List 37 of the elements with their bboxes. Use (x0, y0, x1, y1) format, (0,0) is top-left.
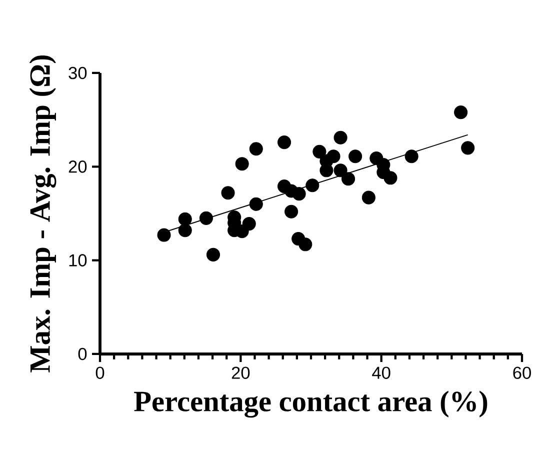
point (206, 248, 220, 262)
point (157, 228, 171, 242)
point (334, 130, 348, 144)
point (235, 157, 249, 171)
point (326, 150, 340, 164)
point (362, 190, 376, 204)
point (320, 164, 334, 178)
y-tick-label: 0 (78, 348, 87, 360)
point (461, 141, 475, 155)
point (249, 197, 263, 211)
point (292, 187, 306, 201)
point (341, 172, 356, 186)
point (178, 224, 192, 238)
x-tick-label: 60 (513, 366, 531, 379)
x-tick-label: 20 (232, 366, 250, 379)
point (348, 150, 362, 164)
point (199, 211, 213, 225)
y-axis-title: Max. Imp - Avg. Imp (Ω) (29, 55, 56, 372)
point (384, 171, 398, 185)
point (334, 164, 348, 178)
point (454, 106, 468, 120)
point (221, 186, 235, 200)
point (284, 204, 298, 218)
point (404, 150, 418, 164)
point (312, 144, 326, 158)
y-tick-label: 10 (69, 254, 87, 266)
x-tick-label: 0 (96, 366, 104, 379)
point (178, 212, 192, 226)
point (277, 136, 292, 150)
x-axis-title: Percentage contact area (%) (134, 390, 488, 418)
point (306, 178, 320, 192)
y-tick-label: 30 (68, 66, 87, 80)
x-tick-label: 40 (372, 366, 390, 379)
point (242, 217, 256, 231)
y-tick-label: 20 (68, 160, 87, 173)
point (249, 142, 263, 156)
point (298, 238, 312, 252)
